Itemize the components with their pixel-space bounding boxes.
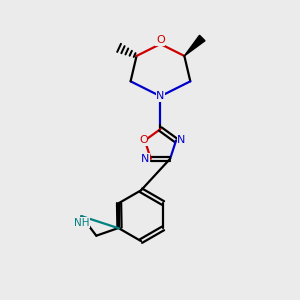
Polygon shape [184, 35, 205, 56]
Text: O: O [156, 35, 165, 45]
Text: N: N [177, 135, 186, 146]
Text: N: N [141, 154, 150, 164]
Text: NH: NH [74, 218, 89, 228]
Text: N: N [156, 91, 165, 101]
Text: O: O [139, 135, 148, 146]
